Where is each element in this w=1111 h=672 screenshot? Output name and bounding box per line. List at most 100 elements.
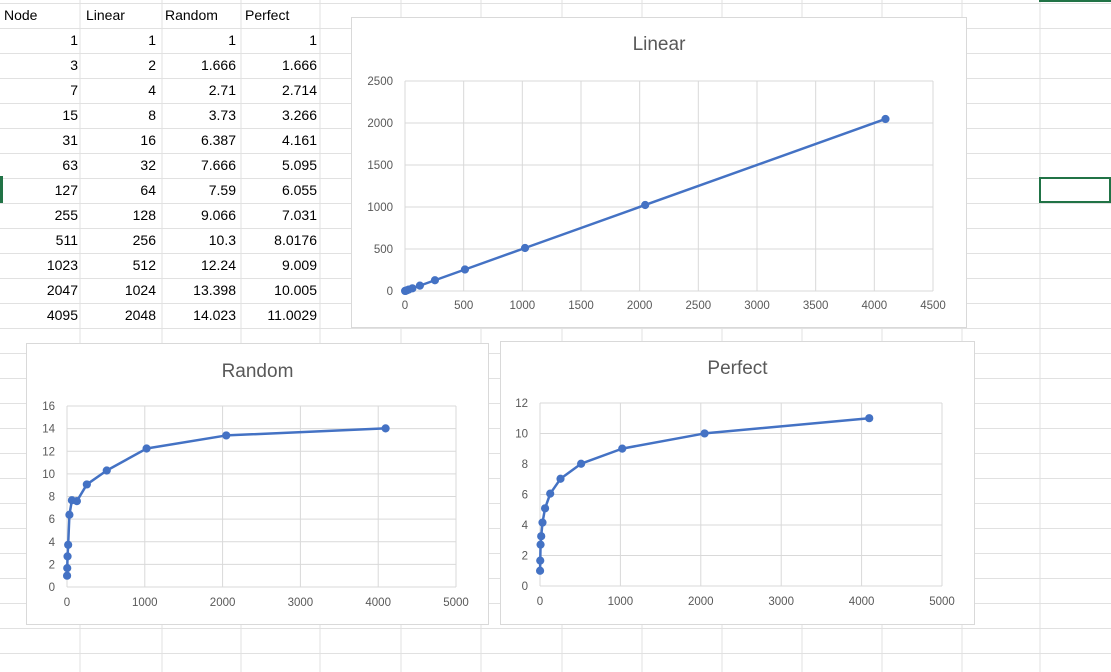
column-header[interactable]: Random — [165, 7, 218, 23]
chart-linear[interactable]: Linear 0 500 1000 1500 2000 2500 3000 3500 4000 4… — [351, 17, 967, 328]
x-tick-label: 0 — [537, 596, 543, 608]
table-cell[interactable]: 1 — [228, 32, 236, 48]
data-point — [540, 504, 550, 513]
y-tick-label: 2 — [522, 551, 528, 563]
column-header[interactable]: Node — [4, 7, 38, 23]
column-header[interactable]: Perfect — [245, 7, 290, 23]
data-point — [556, 474, 565, 483]
table-cell[interactable]: 2.714 — [281, 82, 317, 98]
data-point — [618, 444, 627, 453]
data-point — [881, 114, 890, 124]
y-tick-label: 6 — [49, 514, 55, 526]
y-tick-label: 2 — [49, 559, 55, 571]
column-header[interactable]: Linear — [86, 7, 125, 23]
data-point — [576, 459, 586, 468]
y-tick-label: 12 — [515, 398, 528, 410]
x-tick-label: 1500 — [568, 300, 594, 312]
chart-title: Perfect — [707, 358, 768, 379]
table-cell[interactable]: 511 — [55, 232, 78, 248]
x-tick-label: 0 — [64, 597, 70, 609]
y-tick-label: 500 — [374, 244, 393, 256]
table-cell[interactable]: 8 — [148, 107, 156, 123]
y-tick-label: 16 — [42, 401, 55, 413]
chart-perfect[interactable]: Perfect 0 1000 2000 3000 4000 5000 0 2 4 6 8 10 12 — [500, 341, 975, 625]
table-cell[interactable]: 3 — [70, 57, 78, 73]
table-cell[interactable]: 1024 — [124, 282, 156, 298]
table-cell[interactable]: 128 — [132, 207, 156, 223]
table-cell[interactable]: 10.005 — [274, 282, 317, 298]
table-cell[interactable]: 4 — [148, 82, 156, 98]
data-point — [381, 424, 390, 433]
table-cell[interactable]: 9.066 — [200, 207, 236, 223]
table-cell[interactable]: 4095 — [46, 307, 78, 323]
selected-row-indicator — [0, 176, 3, 203]
table-cell[interactable]: 127 — [54, 182, 78, 198]
table-cell[interactable]: 32 — [140, 157, 156, 173]
x-tick-label: 1000 — [608, 596, 634, 608]
x-tick-label: 5000 — [929, 596, 955, 608]
x-tick-label: 500 — [454, 300, 473, 312]
table-cell[interactable]: 64 — [140, 182, 156, 198]
table-cell[interactable]: 14.023 — [193, 307, 236, 323]
table-cell[interactable]: 2 — [148, 57, 156, 73]
data-point — [546, 489, 555, 498]
table-cell[interactable]: 4.161 — [281, 132, 317, 148]
chart-random[interactable]: Random 0 1000 2000 3000 4000 5000 0 2 4 6 8 10 12 14 1… — [26, 343, 489, 625]
y-tick-label: 0 — [522, 581, 528, 593]
table-cell[interactable]: 5.095 — [281, 157, 317, 173]
table-cell[interactable]: 1 — [309, 32, 317, 48]
table-cell[interactable]: 2047 — [46, 282, 78, 298]
data-point — [102, 466, 111, 475]
data-point — [536, 556, 545, 565]
data-point — [430, 276, 440, 285]
table-cell[interactable]: 31 — [62, 132, 78, 148]
data-point — [460, 265, 470, 274]
y-tick-label: 0 — [387, 286, 393, 298]
chart-linear-plot: 0 500 1000 1500 2000 2500 3000 3500 4000 4500 0 500… — [367, 76, 945, 312]
table-cell[interactable]: 7.031 — [281, 207, 317, 223]
table-cell[interactable]: 1.666 — [281, 57, 317, 73]
x-tick-label: 3000 — [744, 300, 770, 312]
table-cell[interactable]: 9.009 — [281, 257, 317, 273]
x-tick-label: 2000 — [688, 596, 714, 608]
table-cell[interactable]: 7 — [70, 82, 78, 98]
selected-cell[interactable] — [1039, 177, 1111, 203]
table-cell[interactable]: 256 — [132, 232, 156, 248]
table-cell[interactable]: 512 — [132, 257, 156, 273]
table-cell[interactable]: 16 — [140, 132, 156, 148]
table-cell[interactable]: 15 — [62, 107, 78, 123]
table-cell[interactable]: 6.387 — [200, 132, 236, 148]
table-cell[interactable]: 10.3 — [208, 232, 236, 248]
y-tick-label: 2000 — [367, 118, 393, 130]
series-line — [65, 427, 386, 576]
y-tick-label: 4 — [49, 537, 56, 549]
y-tick-label: 4 — [522, 520, 529, 532]
table-cell[interactable]: 63 — [62, 157, 78, 173]
table-cell[interactable]: 13.398 — [193, 282, 236, 298]
y-tick-label: 6 — [522, 490, 528, 502]
table-cell[interactable]: 12.24 — [200, 257, 236, 273]
table-cell[interactable]: 2.71 — [208, 82, 236, 98]
x-tick-label: 2500 — [686, 300, 712, 312]
table-cell[interactable]: 11.0029 — [267, 307, 317, 323]
y-tick-label: 1500 — [367, 160, 393, 172]
table-cell[interactable]: 1023 — [46, 257, 78, 273]
table-cell[interactable]: 255 — [54, 207, 78, 223]
table-cell[interactable]: 8.0176 — [274, 232, 317, 248]
table-cell[interactable]: 7.59 — [208, 182, 236, 198]
data-point — [520, 243, 530, 253]
data-point — [700, 429, 709, 438]
table-cell[interactable]: 1.666 — [200, 57, 236, 73]
data-point — [63, 552, 72, 561]
x-tick-label: 2000 — [627, 300, 653, 312]
table-cell[interactable]: 3.266 — [281, 107, 317, 123]
table-cell[interactable]: 6.055 — [281, 182, 317, 198]
selected-column-indicator — [1039, 0, 1111, 2]
x-tick-label: 1000 — [132, 597, 158, 609]
table-cell[interactable]: 3.73 — [208, 107, 236, 123]
data-point — [63, 564, 72, 573]
table-cell[interactable]: 1 — [148, 32, 156, 48]
table-cell[interactable]: 1 — [70, 32, 78, 48]
table-cell[interactable]: 7.666 — [200, 157, 236, 173]
table-cell[interactable]: 2048 — [124, 307, 156, 323]
